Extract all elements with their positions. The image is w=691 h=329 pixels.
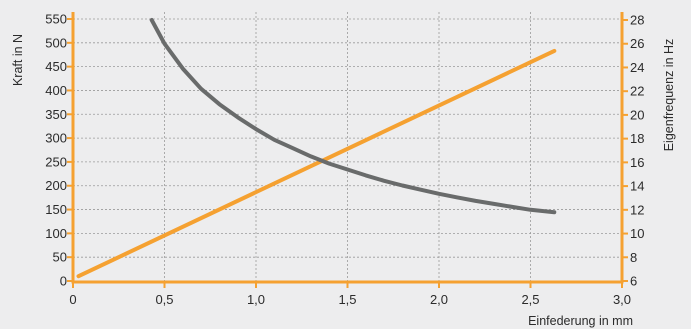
y-right-tick-label: 22 — [630, 84, 644, 99]
y-right-tick-label: 12 — [630, 202, 644, 217]
y-right-tick-label: 26 — [630, 36, 644, 51]
y-left-tick-label: 200 — [45, 178, 67, 193]
x-tick-label: 0,5 — [155, 292, 173, 307]
x-tick-label: 3,0 — [613, 292, 631, 307]
y-left-tick-label: 300 — [45, 131, 67, 146]
series-line-kraft — [76, 48, 557, 279]
y-left-tick-label: 500 — [45, 35, 67, 50]
y-left-tick-label: 450 — [45, 59, 67, 74]
y-right-tick-label: 6 — [630, 274, 637, 289]
y-right-tick-label: 20 — [630, 107, 644, 122]
y-right-tick-label: 10 — [630, 226, 644, 241]
y-right-tick-label: 18 — [630, 131, 644, 146]
y-left-tick-label: 150 — [45, 202, 67, 217]
y-right-tick-label: 28 — [630, 13, 644, 28]
series-line-eigenfrequenz — [149, 18, 557, 215]
y-left-tick-label: 550 — [45, 12, 67, 27]
y-left-tick-label: 100 — [45, 226, 67, 241]
x-tick-label: 0 — [69, 292, 76, 307]
y-left-tick-label: 350 — [45, 107, 67, 122]
axes — [67, 12, 628, 288]
x-tick-label: 2,0 — [430, 292, 448, 307]
y-left-tick-label: 250 — [45, 154, 67, 169]
y-left-tick-label: 50 — [53, 250, 67, 265]
x-tick-label: 1,5 — [338, 292, 356, 307]
series — [76, 18, 557, 279]
y-right-tick-label: 16 — [630, 155, 644, 170]
x-tick-label: 1,0 — [247, 292, 265, 307]
y-right-axis-title: Eigenfrequenz in Hz — [662, 39, 676, 152]
y-left-axis-title: Kraft in N — [11, 34, 25, 86]
x-axis-title: Einfederung in mm — [528, 314, 633, 328]
tick-labels: 0501001502002503003504004505005506810121… — [45, 12, 644, 308]
y-right-tick-label: 24 — [630, 60, 644, 75]
y-right-tick-label: 14 — [630, 179, 644, 194]
y-right-tick-label: 8 — [630, 250, 637, 265]
x-tick-label: 2,5 — [521, 292, 539, 307]
y-left-tick-label: 0 — [60, 274, 67, 289]
y-left-tick-label: 400 — [45, 83, 67, 98]
